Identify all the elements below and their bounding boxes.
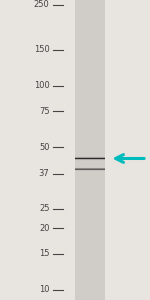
Text: 150: 150	[34, 45, 50, 54]
Text: 15: 15	[39, 249, 50, 258]
Text: 100: 100	[34, 81, 50, 90]
Text: 37: 37	[39, 169, 50, 178]
Text: 250: 250	[34, 0, 50, 9]
Text: 20: 20	[39, 224, 50, 233]
Text: 10: 10	[39, 285, 50, 294]
Text: 50: 50	[39, 142, 50, 152]
Bar	[75, 0, 105, 300]
Text: 25: 25	[39, 204, 50, 213]
Text: 75: 75	[39, 107, 50, 116]
